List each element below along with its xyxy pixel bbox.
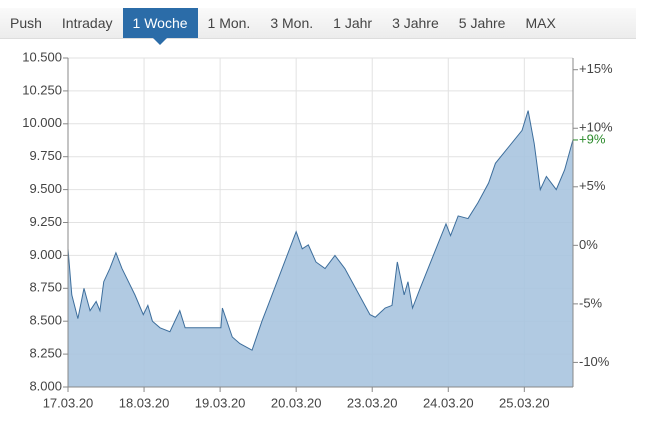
tab[interactable]: 5 Jahre bbox=[458, 15, 506, 31]
tab[interactable]: 3 Mon. bbox=[270, 15, 314, 31]
y2-tick-label: +15% bbox=[579, 61, 613, 76]
x-tick-label: 25.03.20 bbox=[499, 395, 550, 410]
y-tick-label: 8.000 bbox=[29, 378, 62, 393]
current-change-label: +9% bbox=[579, 131, 606, 146]
y2-tick-label: 0% bbox=[579, 237, 598, 252]
y-tick-label: 10.250 bbox=[22, 82, 62, 97]
tab[interactable]: 3 Jahre bbox=[392, 15, 439, 31]
tab[interactable]: MAX bbox=[525, 15, 556, 31]
x-tick-label: 17.03.20 bbox=[43, 395, 94, 410]
tab-bar: Push Intraday 1 Woche 1 Mon. 3 Mon. 1 Jahr 3 J… bbox=[0, 8, 636, 45]
y-tick-label: 8.250 bbox=[29, 346, 62, 361]
tab[interactable]: Push bbox=[10, 15, 42, 31]
x-tick-label: 20.03.20 bbox=[271, 395, 322, 410]
x-tick-label: 18.03.20 bbox=[119, 395, 170, 410]
y2-tick-label: -10% bbox=[579, 354, 610, 369]
y-tick-label: 10.500 bbox=[22, 49, 62, 64]
y2-tick-label: +10% bbox=[579, 120, 613, 135]
y-tick-label: 8.750 bbox=[29, 280, 62, 295]
tab[interactable]: Intraday bbox=[61, 15, 113, 31]
y-tick-label: 9.750 bbox=[29, 148, 62, 163]
x-tick-label: 19.03.20 bbox=[195, 395, 246, 410]
x-tick-label: 24.03.20 bbox=[423, 395, 474, 410]
line bbox=[67, 110, 574, 351]
y-tick-label: 8.500 bbox=[29, 313, 62, 328]
x-tick-label: 23.03.20 bbox=[347, 395, 398, 410]
y-tick-label: 10.000 bbox=[22, 115, 62, 130]
y-tick-label: 9.250 bbox=[29, 214, 62, 229]
y-tick-label: 9.000 bbox=[29, 247, 62, 262]
tab[interactable]: 1 Woche bbox=[122, 8, 198, 45]
area bbox=[68, 110, 573, 387]
tab[interactable]: 1 Mon. bbox=[207, 15, 251, 31]
y2-tick-label: -5% bbox=[579, 295, 603, 310]
tab[interactable]: 1 Jahr bbox=[333, 15, 373, 31]
y-tick-label: 9.500 bbox=[29, 181, 62, 196]
y2-tick-label: +5% bbox=[579, 178, 606, 193]
